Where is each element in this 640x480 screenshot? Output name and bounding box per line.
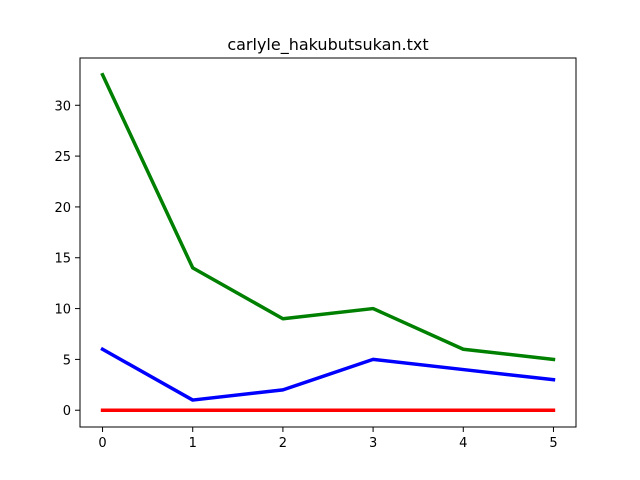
- y-tick-label: 30: [54, 99, 71, 114]
- y-tick-label: 15: [54, 252, 71, 267]
- y-tick-label: 0: [63, 404, 71, 419]
- chart-title: carlyle_hakubutsukan.txt: [227, 35, 428, 55]
- x-tick-label: 3: [369, 436, 377, 451]
- series-layer: [100, 72, 556, 412]
- y-axis: 0 5 10 15 20 25 30: [54, 99, 80, 419]
- y-tick-label: 5: [63, 353, 71, 368]
- y-tick-label: 10: [54, 303, 71, 318]
- x-tick-label: 4: [459, 436, 467, 451]
- plot-frame: [79, 57, 577, 428]
- series-line-2: [100, 346, 556, 402]
- x-tick-label: 5: [549, 436, 557, 451]
- x-tick-label: 2: [279, 436, 287, 451]
- x-axis: 0 1 2 3 4 5: [98, 427, 558, 451]
- x-tick-label: 0: [98, 436, 106, 451]
- series-line-1: [100, 72, 556, 362]
- y-tick-label: 20: [54, 201, 71, 216]
- x-tick-label: 1: [189, 436, 197, 451]
- y-tick-label: 25: [54, 150, 71, 165]
